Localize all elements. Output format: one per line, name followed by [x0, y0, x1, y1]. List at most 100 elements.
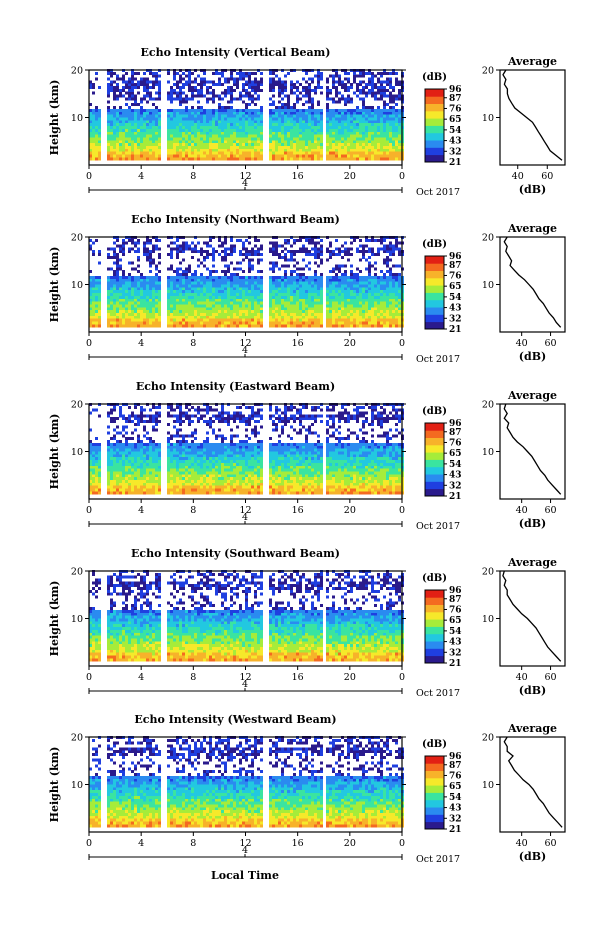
- heatmap-cell: [359, 125, 362, 129]
- heatmap-cell: [89, 148, 92, 152]
- heatmap-cell: [371, 137, 374, 141]
- heatmap-cell: [119, 312, 122, 316]
- heatmap-cell: [308, 157, 311, 161]
- heatmap-cell: [362, 292, 365, 296]
- colorbar-band: [425, 132, 444, 141]
- heatmap-cell: [221, 91, 224, 95]
- heatmap-cell: [89, 290, 92, 294]
- heatmap-cell: [260, 108, 263, 112]
- heatmap-cell: [395, 125, 398, 129]
- heatmap-cell: [269, 125, 272, 129]
- heatmap-cell: [284, 255, 287, 259]
- heatmap-cell: [311, 290, 314, 294]
- heatmap-cell: [386, 145, 389, 149]
- heatmap-cell: [137, 270, 140, 274]
- heatmap-cell: [284, 103, 287, 107]
- heatmap-cell: [377, 304, 380, 308]
- heatmap-cell: [188, 151, 191, 155]
- colorbar-tick-label: 76: [449, 104, 462, 114]
- heatmap-cell: [143, 321, 146, 325]
- heatmap-cell: [356, 120, 359, 124]
- heatmap-cell: [278, 77, 281, 81]
- heatmap-cell: [257, 295, 260, 299]
- heatmap-cell: [209, 298, 212, 302]
- heatmap-cell: [281, 83, 284, 87]
- heatmap-cell: [272, 125, 275, 129]
- heatmap-cell: [389, 128, 392, 132]
- heatmap-cell: [137, 80, 140, 84]
- heatmap-cell: [200, 140, 203, 144]
- month-label: Oct 2017: [416, 187, 460, 198]
- heatmap-cell: [221, 255, 224, 259]
- heatmap-cell: [185, 321, 188, 325]
- heatmap-cell: [170, 157, 173, 161]
- heatmap-cell: [335, 264, 338, 268]
- heatmap-cell: [383, 128, 386, 132]
- heatmap-cell: [230, 123, 233, 127]
- heatmap-cell: [119, 304, 122, 308]
- heatmap-cell: [371, 106, 374, 109]
- heatmap-cell: [182, 145, 185, 149]
- heatmap-cell: [188, 315, 191, 319]
- heatmap-cell: [176, 275, 179, 279]
- heatmap-cell: [227, 151, 230, 155]
- heatmap-cell: [380, 304, 383, 308]
- heatmap-cell: [329, 128, 332, 132]
- heatmap-cell: [212, 114, 215, 118]
- heatmap-cell: [335, 273, 338, 276]
- heatmap-cell: [173, 125, 176, 129]
- heatmap-cell: [98, 128, 101, 132]
- heatmap-cell: [383, 88, 386, 92]
- heatmap-cell: [281, 287, 284, 291]
- heatmap-cell: [305, 284, 308, 288]
- heatmap-cell: [326, 290, 329, 294]
- heatmap-cell: [137, 304, 140, 308]
- heatmap-cell: [185, 290, 188, 294]
- heatmap-cell: [197, 151, 200, 155]
- heatmap-cell: [347, 143, 350, 146]
- heatmap-cell: [203, 148, 206, 152]
- heatmap-cell: [236, 278, 239, 282]
- heatmap-cell: [254, 281, 257, 285]
- heatmap-cell: [338, 91, 341, 95]
- heatmap-cell: [269, 284, 272, 288]
- heatmap-cell: [116, 148, 119, 152]
- heatmap-cell: [392, 97, 395, 101]
- heatmap-cell: [128, 295, 131, 299]
- heatmap-cell: [233, 281, 236, 285]
- heatmap-cell: [314, 88, 317, 92]
- heatmap-cell: [386, 298, 389, 302]
- heatmap-cell: [290, 106, 293, 109]
- heatmap-cell: [338, 253, 341, 256]
- heatmap-cell: [146, 255, 149, 259]
- heatmap-cell: [125, 295, 128, 299]
- heatmap-cell: [128, 140, 131, 144]
- heatmap-cell: [317, 114, 320, 118]
- heatmap-cell: [272, 94, 275, 98]
- heatmap-cell: [371, 134, 374, 138]
- heatmap-cell: [248, 298, 251, 302]
- heatmap-cell: [302, 128, 305, 132]
- heatmap-cell: [335, 287, 338, 291]
- heatmap-cell: [212, 284, 215, 288]
- heatmap-cell: [284, 310, 287, 313]
- heatmap-cell: [200, 123, 203, 127]
- heatmap-cell: [353, 298, 356, 302]
- heatmap-cell: [302, 310, 305, 313]
- heatmap-cell: [257, 97, 260, 101]
- heatmap-cell: [158, 318, 161, 322]
- heatmap-cell: [146, 137, 149, 141]
- heatmap-cell: [230, 137, 233, 141]
- heatmap-cell: [209, 281, 212, 285]
- heatmap-cell: [305, 298, 308, 302]
- heatmap-cell: [317, 304, 320, 308]
- heatmap-cell: [278, 267, 281, 271]
- heatmap-cell: [113, 94, 116, 98]
- heatmap-cell: [335, 324, 338, 328]
- heatmap-cell: [377, 123, 380, 127]
- heatmap-cell: [191, 86, 194, 89]
- heatmap-cell: [89, 442, 92, 446]
- heatmap-cell: [158, 74, 161, 78]
- heatmap-cell: [179, 91, 182, 95]
- heatmap-cell: [308, 94, 311, 98]
